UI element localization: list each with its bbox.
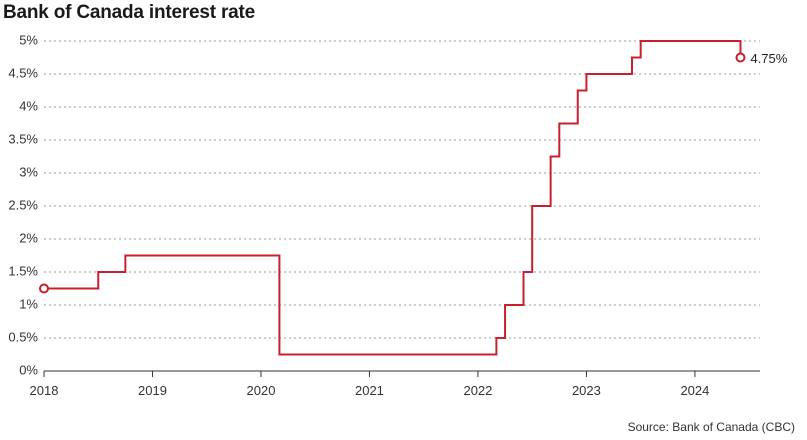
x-tick-label: 2018 — [30, 383, 59, 398]
x-tick-label: 2024 — [680, 383, 709, 398]
end-point — [735, 52, 746, 63]
chart-title: Bank of Canada interest rate — [3, 2, 256, 23]
grid-lines — [44, 40, 760, 339]
y-axis: 0% 0.5% 1% 1.5% 2% 2.5% 3% 3.5% 4% 4.5% 5% — [8, 32, 38, 377]
x-tick-label: 2022 — [463, 383, 492, 398]
y-tick-label: 3.5% — [8, 131, 38, 146]
x-axis: 2018 2019 2020 2021 2022 2023 2024 — [30, 370, 760, 398]
y-tick-label: 1% — [19, 296, 38, 311]
end-value-label: 4.75% — [750, 51, 787, 66]
y-tick-label: 2% — [19, 230, 38, 245]
series-layer — [39, 40, 746, 356]
source-note: Source: Bank of Canada (CBC) — [627, 420, 795, 434]
y-tick-label: 2.5% — [8, 197, 38, 212]
x-tick-label: 2020 — [247, 383, 276, 398]
y-tick-label: 5% — [19, 32, 38, 47]
x-tick-label: 2023 — [572, 383, 601, 398]
y-tick-label: 3% — [19, 164, 38, 179]
y-tick-label: 0.5% — [8, 329, 38, 344]
series-line — [44, 40, 742, 356]
y-tick-label: 4.5% — [8, 65, 38, 80]
y-tick-label: 1.5% — [8, 263, 38, 278]
x-tick-label: 2021 — [355, 383, 384, 398]
y-tick-label: 4% — [19, 98, 38, 113]
start-point — [39, 283, 49, 294]
y-tick-label: 0% — [19, 362, 38, 377]
x-tick-label: 2019 — [138, 383, 167, 398]
interest-rate-chart: 0%0.5%1%1.5%2%2.5%3%3.5%4%4.5%5% 2018 201… — [8, 32, 787, 398]
annotations: 4.75% — [750, 51, 787, 66]
